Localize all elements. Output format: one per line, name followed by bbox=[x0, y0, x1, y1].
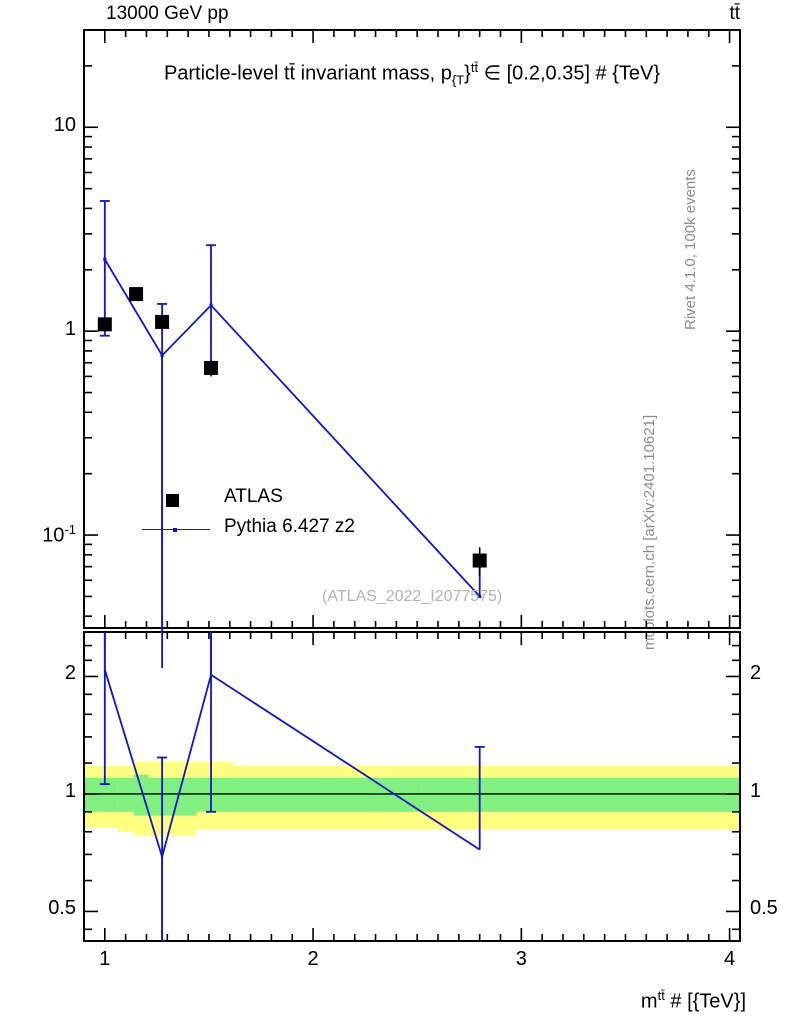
chart-title-tbar1: t̄ bbox=[289, 62, 296, 85]
ratio-y-tick-label-1: 1 bbox=[64, 779, 76, 802]
chart-title-mid: invariant mass, p bbox=[295, 62, 452, 85]
legend-label-atlas: ATLAS bbox=[224, 486, 283, 507]
legend-key-line bbox=[140, 515, 212, 543]
y-tick-label-0: 10 bbox=[53, 114, 76, 137]
chart-title-post: ∈ [0.2,0.35] # {TeV} bbox=[478, 62, 661, 85]
x-tick-label-1: 2 bbox=[307, 948, 319, 970]
legend-key-marker bbox=[140, 485, 212, 513]
chart-title-pre: Particle-level t bbox=[163, 62, 290, 85]
ratio-y-tick-label-right-1: 1 bbox=[750, 779, 762, 802]
x-axis-title: mtt̄ # [{TeV}] bbox=[641, 988, 746, 1014]
mc-line bbox=[104, 258, 481, 598]
x-tick-label-0: 1 bbox=[99, 948, 111, 970]
line-swatch-icon bbox=[142, 528, 210, 532]
process-label: tt̄ bbox=[729, 3, 740, 24]
ratio-band-inner bbox=[117, 777, 134, 812]
data-marker bbox=[472, 553, 487, 568]
mc-point bbox=[209, 303, 213, 307]
chart-title: Particle-level tt̄ invariant mass, p{T}t… bbox=[84, 60, 740, 88]
ratio-y-tick-label-2: 0.5 bbox=[48, 897, 76, 920]
chart-title-sub: {T bbox=[451, 72, 465, 88]
ratio-band-inner bbox=[196, 777, 234, 812]
ratio-panel-frame bbox=[83, 631, 741, 942]
data-marker bbox=[97, 317, 112, 332]
mc-point bbox=[478, 594, 482, 599]
ratio-band-inner bbox=[421, 777, 740, 812]
analysis-id-watermark: (ATLAS_2022_I2077575) bbox=[322, 588, 503, 605]
ratio-band-inner bbox=[133, 774, 149, 816]
legend-label-pythia: Pythia 6.427 z2 bbox=[224, 516, 355, 537]
x-tick-label-2: 3 bbox=[515, 948, 527, 970]
x-axis-title-post: # [{TeV}] bbox=[664, 990, 746, 1013]
ratio-band-inner bbox=[148, 777, 197, 816]
ratio-mc-line bbox=[103, 669, 481, 861]
x-tick-label-3: 4 bbox=[724, 948, 736, 970]
chart-title-brace: } bbox=[464, 62, 471, 85]
x-axis-title-base: m bbox=[640, 990, 658, 1013]
data-marker bbox=[155, 314, 170, 329]
mc-point bbox=[103, 257, 107, 261]
beam-energy-label: 13000 GeV pp bbox=[106, 3, 229, 24]
ratio-band-inner bbox=[84, 777, 118, 812]
square-marker-icon bbox=[166, 494, 179, 507]
y-tick-label-1: 1 bbox=[64, 318, 76, 341]
data-marker bbox=[129, 287, 144, 302]
data-marker bbox=[204, 360, 219, 375]
chart-title-sup: tt̄ bbox=[470, 60, 479, 75]
ratio-y-tick-label-0: 2 bbox=[64, 662, 76, 685]
ratio-y-tick-label-right-2: 0.5 bbox=[750, 897, 778, 920]
y-tick-label-2: 10-1 bbox=[42, 522, 76, 547]
ratio-y-tick-label-right-0: 2 bbox=[750, 662, 762, 685]
x-axis-title-sup: tt̄ bbox=[657, 988, 665, 1003]
ratio-band-inner bbox=[233, 777, 422, 812]
main-panel-frame bbox=[83, 29, 741, 629]
